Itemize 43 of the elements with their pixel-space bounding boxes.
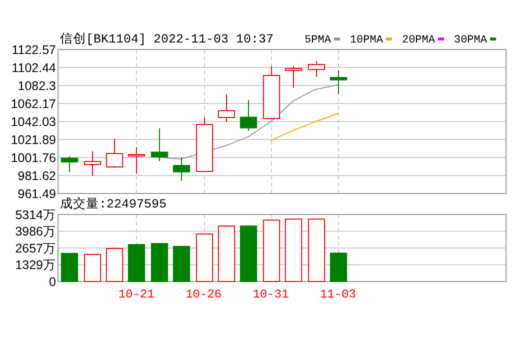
bar (240, 226, 258, 282)
y-tick-label: 981.62 (18, 169, 56, 184)
y-tick-label: 1082.3 (18, 79, 56, 93)
legend-label: 20PMA (402, 34, 436, 46)
bar (284, 218, 302, 282)
candlestick (308, 60, 326, 78)
legend-label: 30PMA (454, 34, 488, 46)
chart-title: 成交量:22497595 (60, 196, 167, 212)
legend-label: 5PMA (304, 34, 332, 46)
bar (150, 243, 168, 282)
candlestick (172, 156, 190, 182)
x-tick-label: 10-21 (118, 288, 154, 302)
y-tick-label: 1122.57 (12, 43, 56, 57)
line-series (270, 112, 338, 141)
candlestick (330, 70, 348, 94)
x-tick-label: 10-31 (252, 288, 289, 302)
x-tick-label: 11-03 (320, 288, 356, 302)
y-tick-label: 1062.17 (10, 96, 56, 111)
bar (262, 220, 280, 282)
y-tick-label: 0 (49, 275, 56, 289)
bar (196, 233, 214, 282)
bar (84, 254, 102, 282)
y-tick-label: 3986万 (15, 224, 56, 239)
bar (60, 252, 78, 282)
y-tick-label: 1329万 (15, 258, 56, 272)
y-tick-label: 1042.03 (10, 115, 56, 129)
bar (172, 246, 190, 282)
y-tick-label: 1102.44 (12, 60, 56, 75)
y-tick-label: 1001.76 (10, 151, 56, 165)
bar (330, 252, 348, 282)
legend-label: 10PMA (350, 34, 384, 46)
bar (218, 226, 236, 282)
y-tick-label: 1021.89 (10, 133, 56, 148)
x-tick-label: 10-26 (186, 288, 222, 302)
bar (308, 218, 326, 282)
candlestick (84, 150, 102, 176)
y-tick-label: 2657万 (15, 242, 56, 256)
bar (128, 244, 146, 282)
bar (106, 248, 124, 282)
candlestick (128, 146, 146, 174)
y-tick-label: 961.49 (18, 187, 56, 201)
chart-title: 信创[BK1104] 2022-11-03 10:37 (60, 32, 274, 46)
y-tick-label: 5314万 (15, 208, 56, 222)
